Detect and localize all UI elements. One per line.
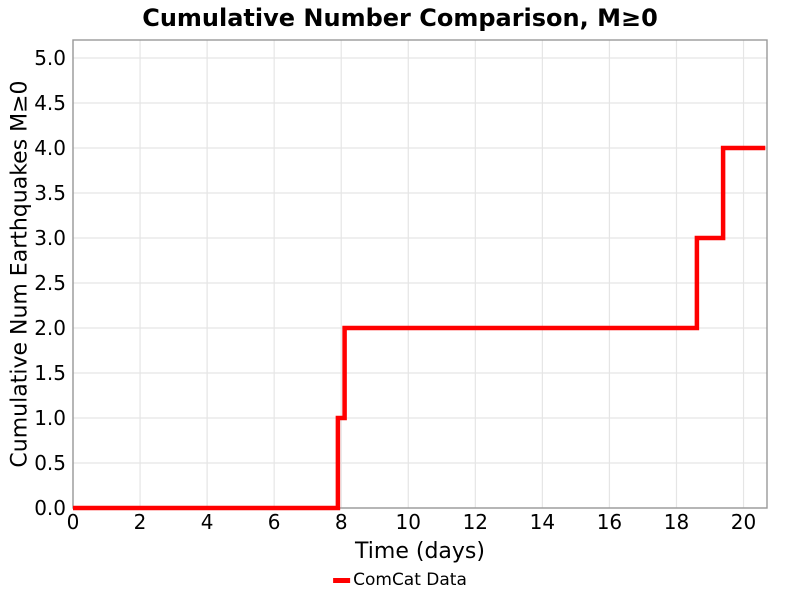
- y-tick-label: 4.0: [34, 136, 66, 160]
- y-tick-label: 4.5: [34, 91, 66, 115]
- y-tick-label: 2.0: [34, 316, 66, 340]
- y-tick-label: 2.5: [34, 271, 66, 295]
- legend-line-swatch: [333, 577, 351, 583]
- x-tick-label: 0: [67, 510, 80, 534]
- plot-border: [72, 39, 768, 509]
- y-tick-label: 0.5: [34, 451, 66, 475]
- y-tick-label: 3.5: [34, 181, 66, 205]
- x-tick-label: 18: [664, 510, 689, 534]
- series-line: [73, 145, 766, 511]
- chart-title: Cumulative Number Comparison, M≥0: [142, 4, 658, 32]
- x-tick-label: 14: [530, 510, 555, 534]
- y-tick-label: 5.0: [34, 46, 66, 70]
- y-axis-label: Cumulative Num Earthquakes M≥0: [7, 80, 33, 468]
- y-tick-label: 0.0: [34, 496, 66, 520]
- x-tick-label: 12: [463, 510, 488, 534]
- legend-label: ComCat Data: [353, 570, 467, 590]
- x-tick-label: 20: [731, 510, 756, 534]
- y-tick-label: 3.0: [34, 226, 66, 250]
- x-axis-label: Time (days): [355, 539, 485, 564]
- x-tick-label: 2: [134, 510, 147, 534]
- x-tick-label: 6: [268, 510, 281, 534]
- y-tick-label: 1.0: [34, 406, 66, 430]
- x-tick-label: 4: [201, 510, 214, 534]
- x-tick-label: 16: [597, 510, 622, 534]
- x-tick-label: 10: [396, 510, 421, 534]
- legend: ComCat Data: [333, 570, 467, 590]
- y-tick-label: 1.5: [34, 361, 66, 385]
- x-tick-label: 8: [335, 510, 348, 534]
